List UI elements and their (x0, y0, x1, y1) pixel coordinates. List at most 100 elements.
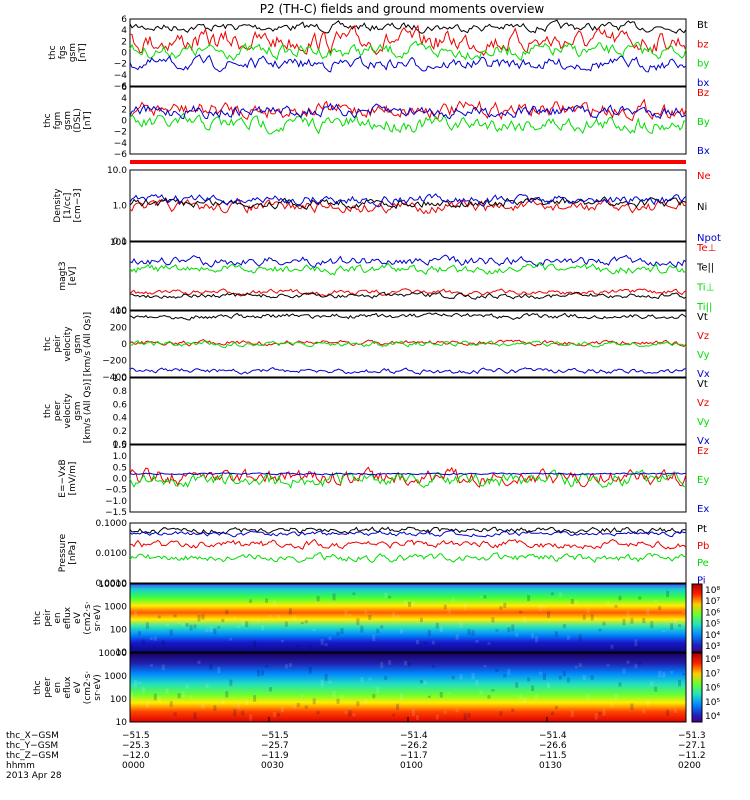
ephemeris-value: −11.7 (400, 751, 428, 761)
spectrogram-noise (308, 644, 312, 650)
spectrogram-noise (487, 642, 491, 645)
spectrogram-noise (400, 693, 404, 700)
panel-ylabel: thc (48, 45, 58, 59)
series-line (129, 288, 687, 297)
spectrogram-noise (670, 670, 674, 674)
spectrogram-noise (630, 703, 634, 710)
legend-entry: Vy (697, 350, 710, 361)
spectrogram-noise (245, 621, 249, 628)
spectrogram-noise (360, 677, 364, 682)
spectrogram-noise (566, 677, 570, 683)
spectrogram-noise (499, 606, 503, 610)
spectrogram-noise (670, 623, 674, 630)
spectrogram-noise (284, 664, 288, 669)
spectrogram-noise (253, 640, 257, 647)
series-line (129, 98, 687, 122)
y-tick-label: 1.0 (113, 374, 128, 384)
spectrogram-noise (181, 622, 185, 626)
spectrogram-noise (642, 617, 646, 624)
spectrogram-noise (507, 669, 511, 675)
spectrogram-noise (646, 699, 650, 706)
spectrogram-noise (674, 617, 678, 623)
colorbar-label: 10⁴ (705, 712, 720, 722)
legend-entry: Vx (697, 369, 710, 380)
spectrogram-noise (229, 679, 233, 686)
spectrogram-noise (241, 710, 245, 716)
spectrogram-noise (447, 692, 451, 695)
spectrogram-noise (368, 677, 372, 681)
legend-entry: By (697, 117, 710, 128)
ephemeris-value: −51.4 (400, 731, 428, 741)
y-tick-label: 1.0 (113, 202, 128, 212)
spectrogram-noise (586, 607, 590, 614)
ephemeris-label: thc_X−GSM (6, 731, 59, 741)
spectrogram-noise (304, 705, 308, 709)
series-line (129, 112, 687, 135)
spectrogram-noise (205, 683, 209, 688)
spectrogram-noise (618, 682, 622, 687)
ephemeris-label: thc_Y−GSM (6, 741, 58, 751)
legend-entry: Ez (697, 446, 709, 457)
ephemeris-value: 0200 (678, 761, 701, 771)
spectrogram-noise (499, 711, 503, 716)
panel-frame (129, 377, 687, 445)
spectrogram-noise (320, 680, 324, 687)
spectrogram-noise (602, 709, 606, 716)
legend-entry: Ti⊥ (696, 282, 714, 293)
spectrogram-noise (388, 595, 392, 599)
spectrogram-noise (467, 628, 471, 636)
ephemeris-value: −12.0 (122, 751, 150, 761)
panel-ylabel: fgm (53, 112, 63, 130)
legend-entry: Vt (697, 312, 708, 323)
panel-ylabel: eflux (63, 606, 73, 629)
panel-ylabel: peer (43, 677, 53, 698)
spectrogram-noise (558, 675, 562, 680)
spectrogram-noise (348, 710, 352, 717)
spectrogram-noise (265, 665, 269, 668)
spectrogram-noise (682, 610, 686, 614)
spectrogram-noise (197, 660, 201, 664)
spectrogram-noise (515, 632, 519, 637)
panel-ylabel: fgs (58, 45, 68, 59)
y-tick-label: 0.1 (113, 237, 127, 247)
panel-peer_vel: thc peer velocity gsm [km/s (All Qs)] 1.0 0.8 0… (43, 374, 710, 450)
panel-density: Density [1/cc] [cm−3] 10.0 1.0 0.1 Ne Ni Npot (53, 166, 721, 247)
series-line (129, 529, 687, 538)
spectrogram-noise (515, 682, 519, 688)
legend-entry: Ti|| (696, 302, 712, 313)
y-tick-label: 0.0010 (96, 579, 128, 589)
series-line (129, 367, 687, 376)
spectrogram-noise (507, 627, 511, 633)
spectrogram-noise (511, 708, 515, 712)
panel-ylabel: peir (43, 609, 53, 627)
spectrogram-noise (459, 673, 463, 680)
spectrogram-noise (296, 644, 300, 647)
spectrogram-noise (634, 639, 638, 647)
spectrogram-noise (149, 664, 153, 667)
spectrogram-noise (471, 673, 475, 680)
spectrogram-noise (471, 630, 475, 636)
spectrogram-noise (404, 599, 408, 605)
spectrogram-noise (646, 608, 650, 615)
spectrogram-noise (312, 628, 316, 632)
ephemeris-value: 0130 (539, 761, 562, 771)
y-tick-label: −2 (114, 60, 127, 70)
colorbar-label: 10⁵ (705, 698, 720, 708)
spectrogram-noise (308, 667, 312, 674)
panel-ylabel: gsm (73, 334, 83, 353)
spectrogram-noise (654, 599, 658, 602)
spectrogram-noise (574, 600, 578, 605)
y-tick-label: 10000 (98, 649, 127, 659)
spectrogram-noise (495, 669, 499, 673)
panel-ylabel: [nPa] (68, 541, 78, 564)
spectrogram-noise (145, 622, 149, 629)
spectrogram-noise (360, 625, 364, 633)
panel-peir_vel: thc peir velocity gsm [km/s (All Qs)] 400 200 0… (43, 307, 710, 383)
spectrogram-noise (590, 675, 594, 680)
spectrogram-noise (622, 668, 626, 674)
ephemeris-value: −51.5 (122, 731, 150, 741)
spectrogram-noise (265, 598, 269, 603)
spectrogram-noise (173, 712, 177, 716)
